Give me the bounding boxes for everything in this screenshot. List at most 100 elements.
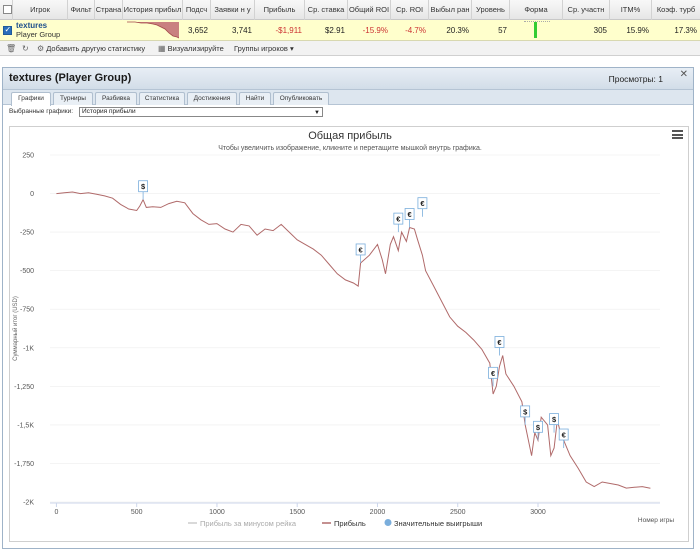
x-tick-label: 500: [131, 509, 143, 516]
marker-flag: [533, 420, 543, 433]
legend-item[interactable]: Прибыль за минусом рейка: [188, 519, 297, 528]
select-all-cell[interactable]: [0, 0, 13, 20]
chart-menu-icon[interactable]: [672, 130, 683, 139]
marker-label: €: [497, 338, 502, 347]
col-header-avg-roi[interactable]: Ср. ROI: [391, 0, 429, 20]
col-header-form[interactable]: Форма: [510, 0, 563, 20]
marker-flag: [355, 243, 366, 256]
cell-avg-field: 305: [593, 26, 607, 35]
col-header-turbo[interactable]: Коэф. турб: [656, 5, 696, 14]
player-groups-dropdown[interactable]: Группы игроков ▾: [234, 41, 294, 56]
marker-label: €: [396, 215, 401, 224]
col-header-filter[interactable]: Фильт: [68, 0, 95, 20]
y-tick-label: 0: [30, 191, 34, 198]
visualize-button[interactable]: ▦ Визуализируйте: [158, 41, 224, 56]
grid-header: Игрок Фильт Страна История прибыл Подсч …: [0, 0, 700, 20]
chevron-down-icon: ▾: [289, 44, 294, 53]
col-header-avg-stake[interactable]: Ср. ставка: [305, 0, 348, 20]
big-win-marker: €: [494, 336, 505, 356]
y-tick-label: -1,250: [14, 384, 34, 391]
marker-flag: [520, 405, 531, 418]
tab-tournaments[interactable]: Турниры: [53, 92, 93, 105]
y-tick-label: 250: [22, 153, 34, 160]
col-header-player[interactable]: Игрок: [13, 0, 68, 20]
y-tick-label: -250: [20, 230, 34, 237]
refresh-icon[interactable]: ↻: [22, 44, 29, 53]
x-tick-label: 0: [54, 509, 58, 516]
big-win-markers: $ € € € € € € $ $ $ €: [138, 180, 569, 449]
table-row[interactable]: textures Player Group 3,652 3,741 -$1,91…: [0, 20, 700, 41]
legend-item[interactable]: Значительные выигрыши: [384, 519, 483, 528]
cell-profit: -$1,911: [275, 26, 302, 35]
x-tick-label: 1000: [209, 509, 225, 516]
y-tick-label: -500: [20, 268, 34, 275]
marker-label: $: [552, 415, 557, 424]
col-header-itm[interactable]: ITM%: [610, 0, 652, 20]
col-header-entries[interactable]: Заявки н у: [211, 0, 255, 20]
select-all-checkbox[interactable]: [3, 5, 12, 14]
cell-avg-roi: -4.7%: [405, 26, 426, 35]
tab-breakdown[interactable]: Разбивка: [95, 92, 137, 105]
marker-label: $: [523, 407, 528, 416]
x-tick-label: 3000: [530, 509, 546, 516]
col-header-level[interactable]: Уровень: [472, 0, 510, 20]
col-header-count[interactable]: Подсч: [183, 0, 211, 20]
cell-itm: 15.9%: [626, 26, 649, 35]
tab-find[interactable]: Найти: [239, 92, 271, 105]
chart-selector-value: История прибыли: [82, 108, 136, 115]
x-tick-label: 2500: [450, 509, 466, 516]
add-stats-button[interactable]: ⚙ Добавить другую статистику: [37, 41, 145, 56]
player-name-link[interactable]: textures: [16, 21, 48, 30]
marker-flag: [393, 212, 404, 225]
row-checkbox[interactable]: [3, 25, 12, 35]
trash-icon[interactable]: 🗑: [6, 44, 17, 53]
tab-charts[interactable]: Графики: [11, 92, 51, 106]
cell-count: 3,652: [187, 26, 208, 35]
profit-series-line: [56, 191, 651, 489]
add-stats-label: Добавить другую статистику: [46, 44, 146, 53]
profit-history-sparkline: [127, 21, 179, 39]
col-header-early-out[interactable]: Выбыл ран: [429, 0, 472, 20]
y-axis-label: Суммарный итог (USD): [12, 296, 19, 361]
col-header-total-roi[interactable]: Общий ROI: [348, 0, 391, 20]
marker-label: $: [141, 182, 146, 191]
big-win-marker: $: [520, 405, 531, 425]
col-header-profit-history[interactable]: История прибыл: [123, 0, 183, 20]
y-tick-label: -2K: [23, 500, 34, 507]
panel-title: textures (Player Group): [9, 72, 132, 84]
col-header-avg-field[interactable]: Ср. участн: [563, 0, 610, 20]
chart-selector-label: Выбранные графики:: [9, 108, 74, 115]
chart-selector-row: Выбранные графики: История прибыли ▼: [3, 105, 693, 120]
views-counter: Просмотры: 1: [608, 74, 663, 84]
legend-label: Прибыль за минусом рейка: [200, 519, 297, 528]
legend-label: Значительные выигрыши: [394, 519, 482, 528]
marker-flag: [488, 366, 498, 379]
col-header-profit[interactable]: Прибыль: [255, 0, 305, 20]
y-tick-label: -1,750: [14, 461, 34, 468]
col-header-country[interactable]: Страна: [95, 0, 123, 20]
stats-table: Игрок Фильт Страна История прибыл Подсч …: [0, 0, 700, 56]
big-win-marker: €: [393, 212, 404, 233]
big-win-marker: €: [355, 243, 366, 263]
tab-achievements[interactable]: Достижения: [187, 92, 237, 105]
big-win-marker: $: [138, 180, 149, 200]
big-win-marker: $: [533, 420, 543, 441]
marker-label: €: [359, 245, 364, 254]
series-lines: [56, 191, 651, 489]
cell-total-roi: -15.9%: [362, 26, 388, 35]
legend-label: Прибыль: [334, 519, 366, 528]
marker-label: €: [491, 369, 496, 378]
tab-publish[interactable]: Опубликовать: [273, 92, 329, 105]
player-groups-label: Группы игроков: [234, 44, 288, 53]
tab-statistics[interactable]: Статистика: [139, 92, 185, 105]
y-tick-label: -750: [20, 307, 34, 314]
legend-item[interactable]: Прибыль: [322, 519, 366, 528]
profit-chart[interactable]: Общая прибыль Чтобы увеличить изображени…: [9, 126, 689, 542]
x-tick-label: 1500: [289, 509, 305, 516]
close-icon[interactable]: ✕: [679, 69, 688, 80]
profit-chart-svg[interactable]: Общая прибыль Чтобы увеличить изображени…: [10, 127, 690, 543]
chart-selector-dropdown[interactable]: История прибыли ▼: [79, 107, 323, 117]
big-win-marker: $: [549, 413, 559, 433]
gear-icon: ⚙: [37, 44, 45, 53]
chart-legend: Прибыль за минусом рейка Прибыль Значитель…: [188, 519, 482, 528]
